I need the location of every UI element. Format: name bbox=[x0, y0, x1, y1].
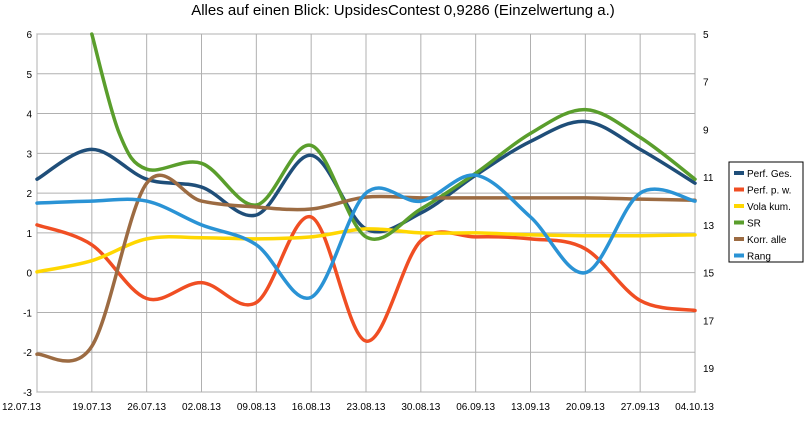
y-tick-label: 3 bbox=[26, 149, 32, 160]
x-tick-label: 20.09.13 bbox=[566, 402, 605, 413]
y-tick-label: 2 bbox=[26, 189, 32, 200]
y-axis-ticks: -3 -2 -1 0 1 2 3 4 5 6 bbox=[23, 30, 32, 399]
series-line-5 bbox=[35, 173, 697, 300]
x-tick-label: 09.08.13 bbox=[237, 402, 276, 413]
series-line-3 bbox=[90, 32, 697, 241]
y-tick-label: -3 bbox=[23, 388, 32, 399]
y2-tick-label: 11 bbox=[703, 173, 714, 184]
grid bbox=[36, 33, 696, 393]
chart-title: Alles auf einen Blick: UpsidesContest 0,… bbox=[191, 2, 615, 19]
legend: Perf. Ges. Perf. p. w. Vola kum. SR Korr. al… bbox=[728, 161, 804, 263]
y-tick-label: -1 bbox=[23, 308, 32, 319]
x-tick-label: 19.07.13 bbox=[72, 402, 111, 413]
series-lines bbox=[35, 32, 697, 363]
y2-tick-label: 17 bbox=[703, 316, 715, 327]
series-line-0 bbox=[35, 119, 697, 234]
series-line-4 bbox=[35, 173, 697, 363]
y2-axis-ticks: 5 7 9 11 13 15 17 19 bbox=[703, 30, 715, 375]
y2-tick-label: 13 bbox=[703, 221, 715, 232]
legend-label: Korr. alle bbox=[747, 235, 787, 246]
x-tick-label: 02.08.13 bbox=[182, 402, 221, 413]
x-axis-ticks: 12.07.13 19.07.13 26.07.13 02.08.13 09.08.13… bbox=[2, 402, 714, 413]
x-tick-label: 12.07.13 bbox=[2, 402, 41, 413]
series-line-1 bbox=[35, 215, 697, 343]
legend-label: Vola kum. bbox=[747, 202, 791, 213]
y2-tick-label: 19 bbox=[703, 364, 715, 375]
y-tick-label: 5 bbox=[26, 70, 32, 81]
y2-tick-label: 9 bbox=[703, 125, 709, 136]
x-tick-label: 27.09.13 bbox=[621, 402, 660, 413]
y-tick-label: 0 bbox=[26, 269, 32, 280]
legend-label: Rang bbox=[747, 252, 771, 263]
legend-box bbox=[728, 161, 804, 263]
y2-tick-label: 7 bbox=[703, 78, 709, 89]
legend-label: Perf. Ges. bbox=[747, 169, 792, 180]
x-tick-label: 04.10.13 bbox=[675, 402, 714, 413]
y-tick-label: 6 bbox=[26, 30, 32, 41]
y-tick-label: 1 bbox=[26, 229, 32, 240]
series-line-2 bbox=[35, 227, 697, 274]
y2-tick-label: 5 bbox=[703, 30, 709, 41]
x-tick-label: 30.08.13 bbox=[401, 402, 440, 413]
x-tick-label: 13.09.13 bbox=[511, 402, 550, 413]
x-tick-label: 26.07.13 bbox=[127, 402, 166, 413]
legend-label: Perf. p. w. bbox=[747, 186, 791, 197]
y-tick-label: 4 bbox=[26, 110, 32, 121]
x-tick-label: 16.08.13 bbox=[292, 402, 331, 413]
y2-tick-label: 15 bbox=[703, 269, 715, 280]
y-tick-label: -2 bbox=[23, 348, 32, 359]
x-tick-label: 06.09.13 bbox=[456, 402, 495, 413]
legend-label: SR bbox=[747, 219, 761, 230]
x-tick-label: 23.08.13 bbox=[347, 402, 386, 413]
